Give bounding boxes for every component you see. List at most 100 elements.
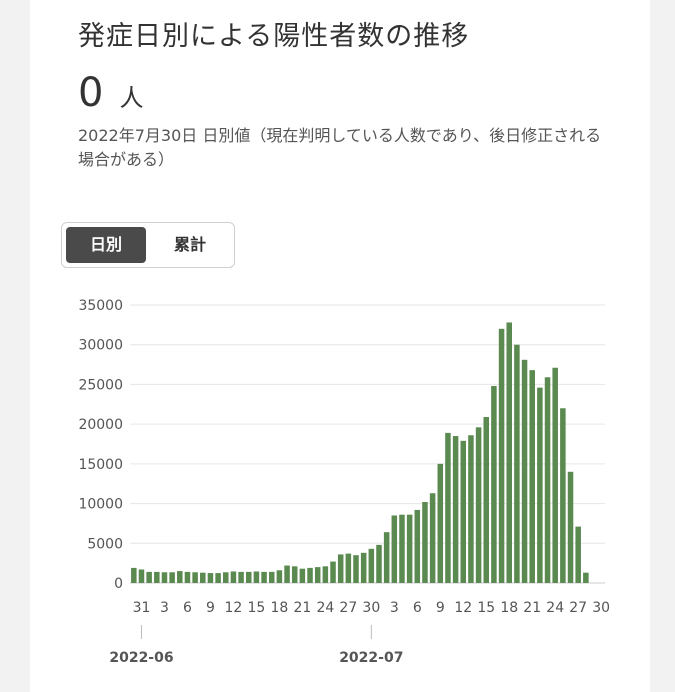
bar[interactable]	[207, 573, 214, 583]
x-tick-label: 31	[133, 600, 151, 616]
bar[interactable]	[498, 328, 505, 583]
y-tick-label: 30000	[78, 338, 123, 354]
bar[interactable]	[429, 493, 436, 583]
x-tick-label: 3	[160, 600, 169, 616]
x-tick-label: 18	[270, 600, 288, 616]
bar[interactable]	[307, 567, 313, 583]
bar[interactable]	[537, 387, 543, 583]
bar[interactable]	[314, 567, 321, 583]
bar[interactable]	[200, 572, 206, 583]
bar[interactable]	[268, 571, 275, 583]
bar[interactable]	[161, 572, 168, 583]
latest-value: 0	[78, 70, 104, 116]
bar[interactable]	[445, 432, 451, 583]
bar[interactable]	[391, 515, 398, 583]
month-label: 2022-07	[339, 650, 403, 666]
bar[interactable]	[322, 566, 329, 583]
bar[interactable]	[138, 569, 145, 583]
x-tick-label: 24	[316, 600, 334, 616]
bar[interactable]	[238, 571, 244, 583]
x-tick-label: 15	[477, 600, 495, 616]
bar[interactable]	[276, 570, 283, 583]
bar[interactable]	[491, 386, 497, 583]
x-tick-label: 9	[436, 600, 445, 616]
bar[interactable]	[414, 509, 421, 583]
bar[interactable]	[337, 554, 344, 583]
bar[interactable]	[253, 571, 260, 583]
bar[interactable]	[468, 435, 474, 583]
bar[interactable]	[131, 567, 137, 583]
x-tick-label: 12	[454, 600, 472, 616]
bar[interactable]	[560, 408, 566, 583]
x-tick-label: 9	[206, 600, 215, 616]
bar[interactable]	[330, 561, 336, 583]
bar[interactable]	[544, 377, 551, 583]
date-note: 2022年7月30日 日別値（現在判明している人数であり、後日修正される場合があ…	[78, 126, 602, 169]
bar[interactable]	[230, 571, 237, 583]
latest-value-unit: 人	[119, 84, 144, 112]
bar[interactable]	[383, 532, 390, 583]
y-tick-label: 25000	[78, 377, 123, 393]
bar[interactable]	[521, 359, 528, 583]
view-toggle: 日別 累計	[61, 222, 235, 268]
bar[interactable]	[146, 571, 152, 583]
bar[interactable]	[169, 572, 175, 583]
bar[interactable]	[376, 544, 382, 583]
tab-cumulative[interactable]: 累計	[173, 235, 206, 254]
y-tick-label: 5000	[87, 536, 123, 552]
month-label: 2022-06	[109, 650, 173, 666]
y-tick-label: 35000	[78, 298, 123, 314]
bar[interactable]	[422, 501, 428, 583]
bar[interactable]	[575, 526, 581, 583]
bar[interactable]	[177, 571, 183, 583]
bar[interactable]	[583, 572, 589, 583]
bar[interactable]	[192, 572, 198, 583]
y-tick-label: 20000	[78, 417, 123, 433]
bar[interactable]	[360, 552, 367, 583]
bar[interactable]	[223, 572, 229, 583]
x-tick-label: 27	[339, 600, 357, 616]
bar[interactable]	[184, 571, 191, 583]
x-tick-label: 15	[247, 600, 265, 616]
bar[interactable]	[475, 427, 482, 583]
x-tick-label: 12	[225, 600, 243, 616]
bar[interactable]	[353, 555, 359, 583]
bar[interactable]	[245, 571, 252, 583]
bar[interactable]	[552, 367, 558, 583]
bar[interactable]	[514, 344, 520, 583]
bar[interactable]	[567, 471, 574, 583]
bar[interactable]	[483, 416, 490, 583]
bar[interactable]	[437, 463, 444, 583]
bar[interactable]	[299, 568, 306, 583]
x-tick-label: 6	[413, 600, 422, 616]
bar[interactable]	[406, 514, 413, 583]
x-tick-label: 24	[546, 600, 564, 616]
x-tick-label: 6	[183, 600, 192, 616]
bar[interactable]	[261, 571, 267, 583]
x-tick-label: 18	[500, 600, 518, 616]
bar[interactable]	[460, 440, 467, 583]
x-tick-label: 21	[293, 600, 311, 616]
bar[interactable]	[215, 573, 221, 583]
x-tick-label: 30	[362, 600, 380, 616]
bar[interactable]	[452, 436, 459, 583]
tab-daily[interactable]: 日別	[66, 227, 146, 263]
bar[interactable]	[506, 322, 512, 583]
bar[interactable]	[284, 565, 290, 583]
page-title: 発症日別による陽性者数の推移	[78, 21, 470, 52]
bar[interactable]	[345, 553, 352, 583]
bar[interactable]	[399, 514, 405, 583]
x-tick-label: 21	[523, 600, 541, 616]
x-tick-label: 27	[569, 600, 587, 616]
bar[interactable]	[291, 566, 298, 583]
x-tick-label: 30	[592, 600, 610, 616]
bar[interactable]	[154, 571, 160, 583]
y-tick-label: 0	[114, 576, 123, 592]
bar[interactable]	[368, 548, 375, 583]
bar[interactable]	[529, 370, 535, 583]
y-tick-label: 10000	[78, 497, 123, 513]
x-tick-label: 3	[390, 600, 399, 616]
